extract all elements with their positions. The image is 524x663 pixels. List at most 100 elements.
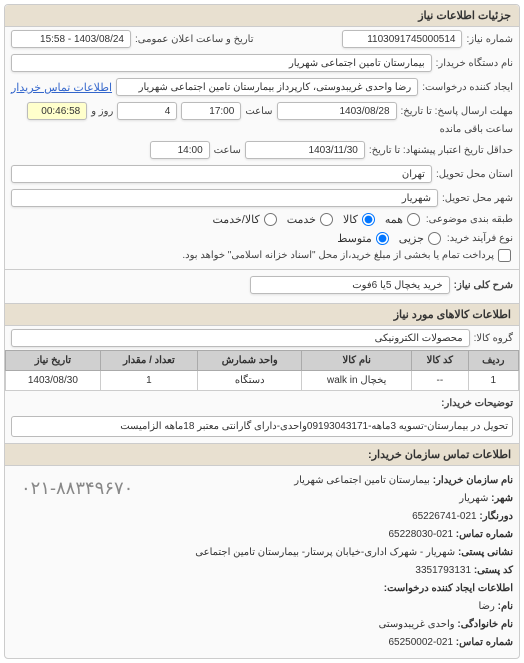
group-label: گروه کالا: <box>474 333 513 344</box>
org-value: بیمارستان تامین اجتماعی شهریار <box>294 475 430 486</box>
big-phone: ۰۲۱-۸۸۳۴۹۶۷۰ <box>11 472 133 504</box>
table-header: تاریخ نیاز <box>6 351 101 371</box>
ccity-value: شهریار <box>459 493 488 504</box>
province-field: تهران <box>11 165 432 183</box>
contact-block: نام سازمان خریدار: بیمارستان تامین اجتما… <box>5 466 519 658</box>
table-header: ردیف <box>468 351 518 371</box>
family-label: نام خانوادگی: <box>457 619 513 630</box>
buyer-device-label: نام دستگاه خریدار: <box>436 58 513 69</box>
cphone2-label: شماره تماس: <box>456 637 513 648</box>
number-label: شماره نیاز: <box>466 34 513 45</box>
radio-service[interactable] <box>320 213 333 226</box>
process-radios: جزیی متوسط <box>337 232 443 245</box>
creator-field: رضا واحدی غریبدوستی، کارپرداز بیمارستان … <box>116 78 418 96</box>
announce-label: تاریخ و ساعت اعلان عمومی: <box>135 34 254 45</box>
validity-time-label: ساعت <box>214 145 241 156</box>
panel-title: جزئیات اطلاعات نیاز <box>5 5 519 27</box>
category-label: طبقه بندی موضوعی: <box>426 214 513 225</box>
table-cell: 1 <box>100 371 197 391</box>
province-label: استان محل تحویل: <box>436 169 513 180</box>
table-cell: 1403/08/30 <box>6 371 101 391</box>
address-label: نشانی پستی: <box>458 547 513 558</box>
deadline-label: مهلت ارسال پاسخ: تا تاریخ: <box>401 106 513 117</box>
row-process: نوع فرآیند خرید: جزیی متوسط پرداخت تمام … <box>5 229 519 265</box>
row-group: گروه کالا: محصولات الکترونیکی <box>5 326 519 350</box>
validity-date: 1403/11/30 <box>245 141 365 159</box>
cphone-value: 021-65228030 <box>388 529 453 540</box>
opt-goods-label: کالا <box>343 213 358 226</box>
desc-label: شرح کلی نیاز: <box>454 280 513 291</box>
name-value: رضا <box>478 601 494 612</box>
row-buyer-device: نام دستگاه خریدار: بیمارستان تامین اجتما… <box>5 51 519 75</box>
table-row: 1--یخچال walk inدستگاه11403/08/30 <box>6 371 519 391</box>
number-field: 1103091745000514 <box>342 30 462 48</box>
deadline-time-label: ساعت <box>245 106 272 117</box>
process-label: نوع فرآیند خرید: <box>447 233 513 244</box>
row-desc: شرح کلی نیاز: خرید یخچال 5یا 6فوت <box>5 269 519 297</box>
contact-link[interactable]: اطلاعات تماس خریدار <box>11 81 112 94</box>
radio-goods[interactable] <box>362 213 375 226</box>
opt-goods-service-label: کالا/خدمت <box>213 213 260 226</box>
notes-label: توضیحات خریدار: <box>441 398 513 409</box>
buyer-device-field: بیمارستان تامین اجتماعی شهریار <box>11 54 432 72</box>
row-city: شهر محل تحویل: شهریار <box>5 186 519 210</box>
table-header: واحد شمارش <box>198 351 302 371</box>
opt-small-label: جزیی <box>399 232 424 245</box>
family-value: واحدی غریبدوستی <box>379 619 455 630</box>
buyer-notes: تحویل در بیمارستان-تسویه 3ماهه-091930431… <box>11 416 513 437</box>
desc-field: خرید یخچال 5یا 6فوت <box>250 276 450 294</box>
postal-label: کد پستی: <box>474 565 513 576</box>
reception-label: دورنگار: <box>479 511 513 522</box>
group-field: محصولات الکترونیکی <box>11 329 470 347</box>
radio-medium[interactable] <box>376 232 389 245</box>
reception-value: 021-65226741 <box>412 511 477 522</box>
cphone-label: شماره تماس: <box>456 529 513 540</box>
postal-value: 3351793131 <box>415 565 471 576</box>
row-province: استان محل تحویل: تهران <box>5 162 519 186</box>
row-notes: توضیحات خریدار: <box>5 395 519 412</box>
opt-service-label: خدمت <box>287 213 316 226</box>
table-header: تعداد / مقدار <box>100 351 197 371</box>
items-section-title: اطلاعات کالاهای مورد نیاز <box>5 303 519 326</box>
table-cell: دستگاه <box>198 371 302 391</box>
deadline-date: 1403/08/28 <box>277 102 397 120</box>
validity-label: حداقل تاریخ اعتبار پیشنهاد: تا تاریخ: <box>369 145 513 156</box>
announce-field: 1403/08/24 - 15:58 <box>11 30 131 48</box>
opt-medium-label: متوسط <box>337 232 372 245</box>
category-radios: همه کالا خدمت کالا/خدمت <box>213 213 422 226</box>
creator-label: ایجاد کننده درخواست: <box>422 82 513 93</box>
city-label: شهر محل تحویل: <box>442 193 513 204</box>
table-header: کد کالا <box>412 351 469 371</box>
creator-section: اطلاعات ایجاد کننده درخواست: <box>133 580 513 598</box>
validity-time: 14:00 <box>150 141 210 159</box>
process-note: پرداخت تمام یا بخشی از مبلغ خرید،از محل … <box>182 250 494 261</box>
radio-all[interactable] <box>407 213 420 226</box>
row-creator: ایجاد کننده درخواست: رضا واحدی غریبدوستی… <box>5 75 519 99</box>
city-field: شهریار <box>11 189 438 207</box>
days-label: روز و <box>91 106 113 117</box>
table-header: نام کالا <box>302 351 412 371</box>
row-category: طبقه بندی موضوعی: همه کالا خدمت کالا/خدم… <box>5 210 519 229</box>
name-label: نام: <box>498 601 513 612</box>
row-number: شماره نیاز: 1103091745000514 تاریخ و ساع… <box>5 27 519 51</box>
row-validity: حداقل تاریخ اعتبار پیشنهاد: تا تاریخ: 14… <box>5 138 519 162</box>
ccity-label: شهر: <box>491 493 513 504</box>
details-panel: جزئیات اطلاعات نیاز شماره نیاز: 11030917… <box>4 4 520 659</box>
cphone2-value: 021-65250002 <box>388 637 453 648</box>
org-label: نام سازمان خریدار: <box>433 475 513 486</box>
radio-small[interactable] <box>428 232 441 245</box>
table-cell: -- <box>412 371 469 391</box>
row-deadline: مهلت ارسال پاسخ: تا تاریخ: 1403/08/28 سا… <box>5 99 519 138</box>
remain-time: 00:46:58 <box>27 102 87 120</box>
days-field: 4 <box>117 102 177 120</box>
table-cell: 1 <box>468 371 518 391</box>
items-table: ردیفکد کالانام کالاواحد شمارشتعداد / مقد… <box>5 350 519 391</box>
contact-section-title: اطلاعات تماس سازمان خریدار: <box>5 443 519 466</box>
remain-label: ساعت باقی مانده <box>440 124 513 135</box>
address-value: شهریار - شهرک اداری-خیابان پرستار- بیمار… <box>195 547 455 558</box>
deadline-time: 17:00 <box>181 102 241 120</box>
table-cell: یخچال walk in <box>302 371 412 391</box>
treasury-checkbox[interactable] <box>498 249 511 262</box>
opt-all-label: همه <box>385 213 403 226</box>
radio-goods-service[interactable] <box>264 213 277 226</box>
